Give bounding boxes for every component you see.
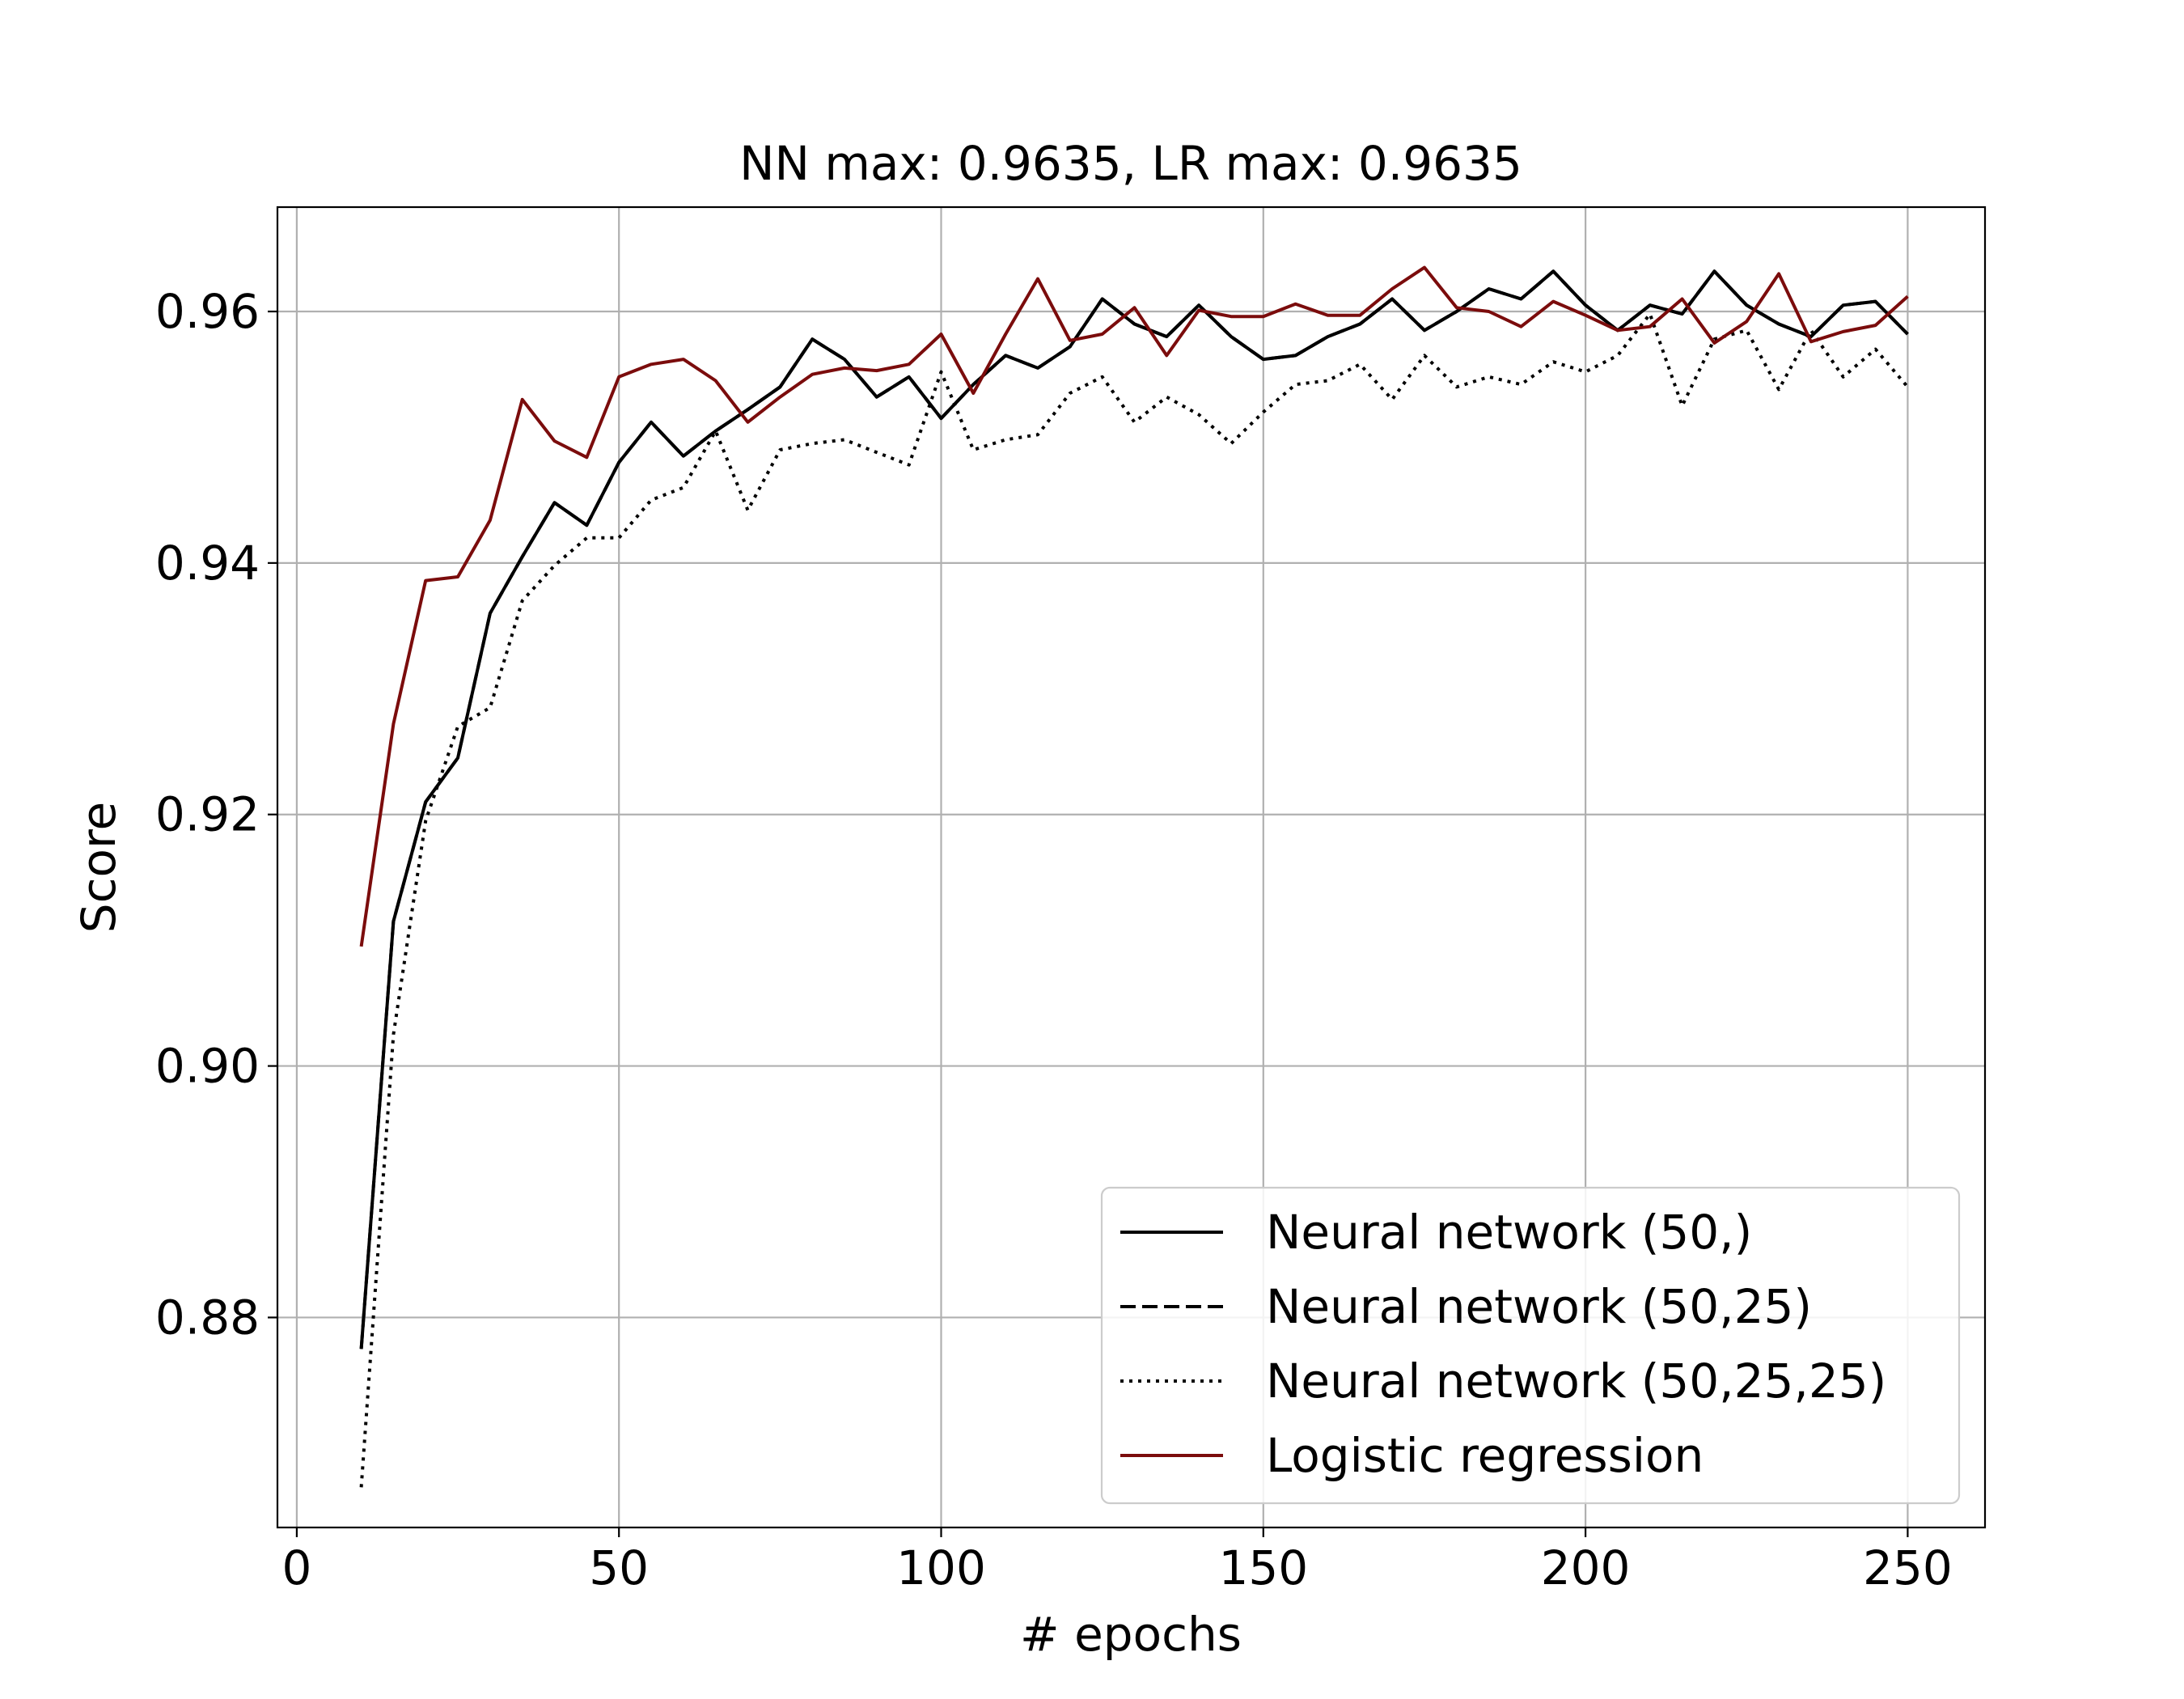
plot-area-frame xyxy=(276,205,1987,1529)
x-tick-label: 200 xyxy=(1541,1540,1631,1595)
legend-label: Neural network (50,) xyxy=(1266,1205,1752,1260)
legend-entries: Neural network (50,) Neural network (50,2… xyxy=(1120,1205,1886,1483)
legend-label: Neural network (50,25) xyxy=(1266,1279,1812,1334)
y-tick-label: 0.94 xyxy=(155,536,260,591)
series-line-2 xyxy=(359,269,1909,1349)
legend-label: Neural network (50,25,25) xyxy=(1266,1354,1886,1409)
x-tick-label: 250 xyxy=(1863,1540,1953,1595)
chart-title: NN max: 0.9635, LR max: 0.9635 xyxy=(739,136,1522,191)
y-tick-label: 0.90 xyxy=(155,1039,260,1094)
y-axis-label: Score xyxy=(71,802,126,933)
x-tick-label: 150 xyxy=(1218,1540,1308,1595)
y-tick-label: 0.96 xyxy=(155,284,260,339)
legend: Neural network (50,) Neural network (50,2… xyxy=(1100,1186,1961,1505)
x-tick-label: 0 xyxy=(281,1540,311,1595)
y-tick-label: 0.88 xyxy=(155,1290,260,1345)
axis-ticks: 0 50 100 150 200 250 0.88 0.90 0.92 0.94 0.96 xyxy=(155,284,1953,1595)
x-tick-label: 50 xyxy=(589,1540,649,1595)
legend-box xyxy=(1100,1186,1961,1505)
series-line-4 xyxy=(359,265,1909,947)
legend-label: Logistic regression xyxy=(1266,1428,1704,1483)
x-tick-label: 100 xyxy=(896,1540,986,1595)
y-tick-label: 0.92 xyxy=(155,787,260,842)
series-lines xyxy=(359,265,1909,1488)
x-axis-label: # epochs xyxy=(1020,1607,1242,1662)
